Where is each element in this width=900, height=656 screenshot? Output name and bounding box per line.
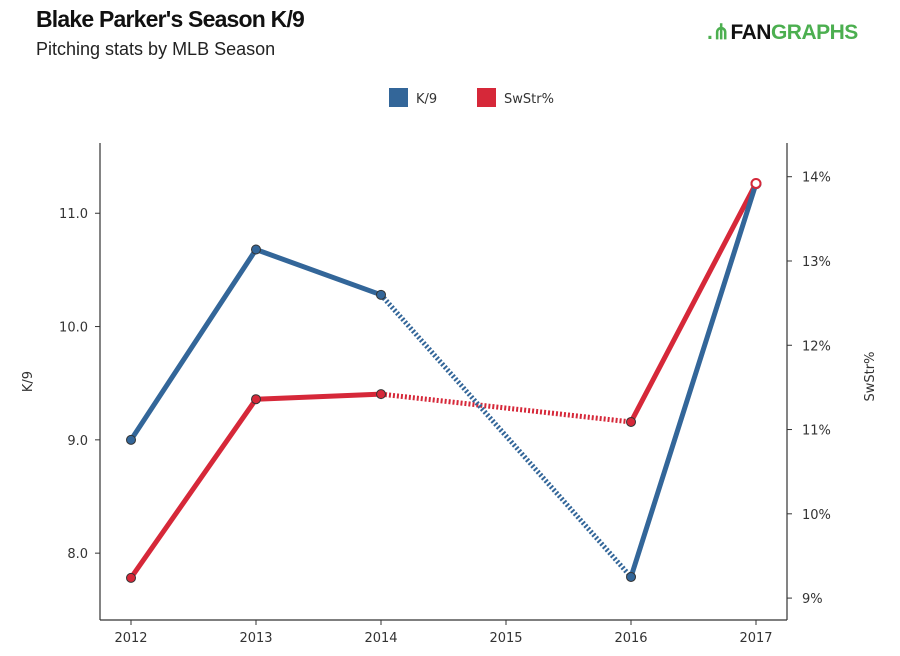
data-point-swstr (126, 572, 136, 583)
legend-swatch-swstr (477, 88, 496, 107)
data-point-swstr (376, 389, 386, 400)
chart-subtitle: Pitching stats by MLB Season (36, 39, 276, 59)
series-line-segment (628, 180, 759, 425)
x-tick-label: 2014 (364, 631, 397, 646)
y2-tick-label: 12% (802, 339, 831, 354)
y2-tick-label: 9% (802, 592, 823, 607)
chart-title: Blake Parker's Season K/9 (36, 6, 305, 32)
legend-label: SwStr% (504, 92, 554, 107)
data-point-swstr (251, 394, 261, 405)
y-tick-label: 8.0 (67, 547, 88, 562)
y2-tick-label: 10% (802, 508, 831, 523)
x-tick-label: 2015 (489, 631, 522, 646)
x-tick-label: 2016 (614, 631, 647, 646)
data-point-k9 (376, 289, 386, 300)
data-point-k9 (251, 244, 261, 255)
fangraphs-logo: .⋔FANGRAPHS (707, 21, 858, 44)
y-tick-label: 10.0 (59, 321, 88, 336)
data-point-swstr (750, 177, 762, 189)
data-point-k9 (626, 571, 636, 582)
x-tick-label: 2017 (739, 631, 772, 646)
legend-label: K/9 (416, 92, 437, 107)
series-line-segment (379, 293, 633, 579)
series-line-segment (253, 247, 384, 298)
x-tick-label: 2012 (114, 631, 147, 646)
series-line-segment (380, 391, 632, 425)
y2-tick-label: 11% (802, 424, 831, 439)
data-point-k9 (126, 434, 136, 445)
data-point-swstr (626, 416, 636, 427)
series-line-segment (128, 396, 259, 581)
y-tick-label: 11.0 (59, 207, 88, 222)
legend-swatch-k9 (389, 88, 408, 107)
y2-axis-label: SwStr% (863, 352, 878, 402)
y-tick-label: 9.0 (67, 434, 88, 449)
series-line-segment (128, 247, 259, 443)
series-line-segment (628, 181, 759, 580)
logo-mark-icon: .⋔ (707, 21, 730, 44)
x-tick-label: 2013 (239, 631, 272, 646)
series-line-segment (253, 391, 384, 402)
y2-tick-label: 13% (802, 255, 831, 270)
y-axis-label: K/9 (21, 371, 36, 392)
y2-tick-label: 14% (802, 171, 831, 186)
